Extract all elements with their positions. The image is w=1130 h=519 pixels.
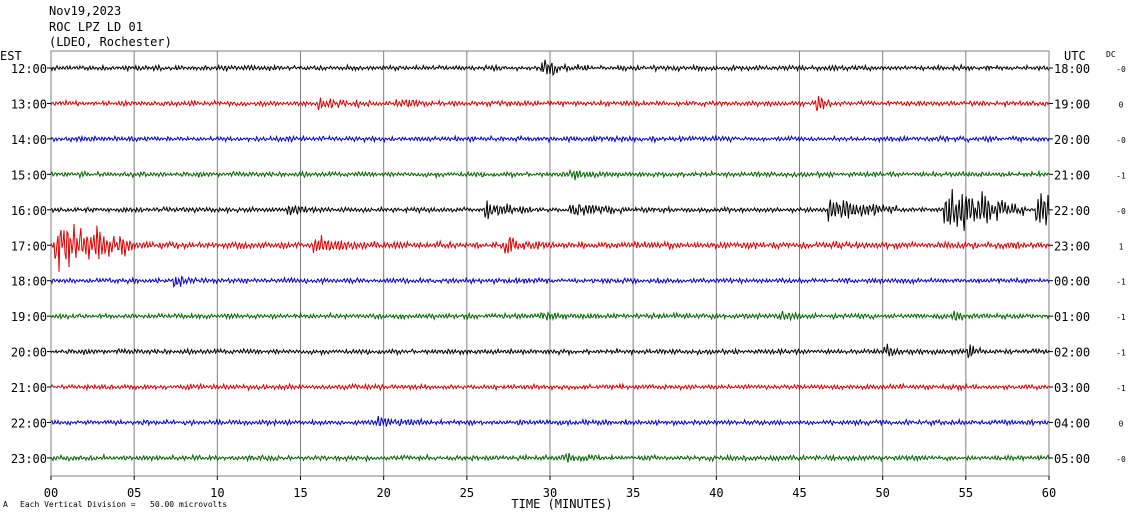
right-axis-title: UTC: [1064, 49, 1086, 63]
x-tick-label: 10: [210, 486, 224, 500]
x-tick-label: 25: [460, 486, 474, 500]
utc-hour-label: 02:00: [1054, 346, 1090, 360]
trace-10: [50, 415, 1050, 428]
utc-hour-label: 21:00: [1054, 168, 1090, 182]
utc-hour-label: 20:00: [1054, 133, 1090, 147]
network-label: (LDEO, Rochester): [49, 35, 172, 49]
utc-hour-label: 23:00: [1054, 239, 1090, 253]
dc-value: -0: [1116, 455, 1126, 464]
trace-8: [50, 343, 1050, 359]
est-hour-label: 23:00: [11, 452, 47, 466]
dc-value: -1: [1116, 278, 1126, 287]
trace-5: [50, 223, 1050, 272]
trace-11: [50, 452, 1050, 463]
trace-4: [51, 188, 1050, 232]
x-tick-label: 40: [709, 486, 723, 500]
est-hour-label: 14:00: [11, 133, 47, 147]
scale-note: Each Vertical Division = 50.00 microvolt…: [20, 500, 228, 509]
dc-value: -1: [1116, 349, 1126, 358]
utc-hour-label: 04:00: [1054, 417, 1090, 431]
x-tick-label: 30: [543, 486, 557, 500]
est-hour-label: 19:00: [11, 310, 47, 324]
x-tick-label: 45: [792, 486, 806, 500]
utc-hour-label: 00:00: [1054, 275, 1090, 289]
est-hour-label: 17:00: [11, 239, 47, 253]
est-hour-label: 16:00: [11, 204, 47, 218]
x-tick-label: 60: [1042, 486, 1056, 500]
station-label: ROC LPZ LD 01: [49, 20, 143, 34]
est-hour-label: 18:00: [11, 275, 47, 289]
x-axis-ticks: 00 05 10 15 20 25 30 35 40 45 50 55 60: [44, 476, 1056, 500]
x-tick-label: 35: [626, 486, 640, 500]
x-tick-label: 05: [127, 486, 141, 500]
dc-value: -1: [1116, 313, 1126, 322]
utc-hour-label: 18:00: [1054, 62, 1090, 76]
x-tick-label: 15: [293, 486, 307, 500]
x-axis-label: TIME (MINUTES): [511, 497, 612, 511]
dc-value: 0: [1119, 100, 1124, 109]
dc-axis-title: DC: [1106, 50, 1116, 59]
dc-value: 0: [1119, 420, 1124, 429]
utc-hour-label: 01:00: [1054, 310, 1090, 324]
dc-value: -0: [1116, 136, 1126, 145]
grid: [50, 50, 1050, 477]
utc-hour-label: 05:00: [1054, 452, 1090, 466]
dc-value: -1: [1116, 384, 1126, 393]
trace-6: [50, 275, 1050, 288]
trace-2: [50, 134, 1050, 144]
dc-value: -1: [1116, 171, 1126, 180]
utc-hour-label: 22:00: [1054, 204, 1090, 218]
footer-symbol: A: [3, 500, 8, 509]
trace-7: [50, 310, 1050, 322]
traces: [50, 59, 1050, 463]
trace-0: [50, 59, 1050, 77]
left-axis-title: EST: [0, 49, 22, 63]
x-tick-label: 00: [44, 486, 58, 500]
utc-hour-label: 03:00: [1054, 381, 1090, 395]
x-tick-label: 50: [875, 486, 889, 500]
x-tick-label: 55: [959, 486, 973, 500]
dc-value: -0: [1116, 65, 1126, 74]
est-hour-label: 15:00: [11, 168, 47, 182]
est-hour-label: 13:00: [11, 97, 47, 111]
chart-date: Nov19,2023: [49, 4, 122, 18]
trace-9: [50, 382, 1050, 392]
x-tick-label: 20: [376, 486, 390, 500]
trace-1: [50, 95, 1050, 111]
est-hour-label: 12:00: [11, 62, 47, 76]
row-labels: 12:00 18:00 -0 13:00 19:00 0 14:00 20:00 -0 15:00…: [11, 62, 1126, 466]
trace-3: [50, 168, 1050, 181]
est-hour-label: 21:00: [11, 381, 47, 395]
utc-hour-label: 19:00: [1054, 97, 1090, 111]
est-hour-label: 20:00: [11, 346, 47, 360]
est-hour-label: 22:00: [11, 417, 47, 431]
dc-value: -0: [1116, 207, 1126, 216]
dc-value: 1: [1119, 242, 1124, 251]
